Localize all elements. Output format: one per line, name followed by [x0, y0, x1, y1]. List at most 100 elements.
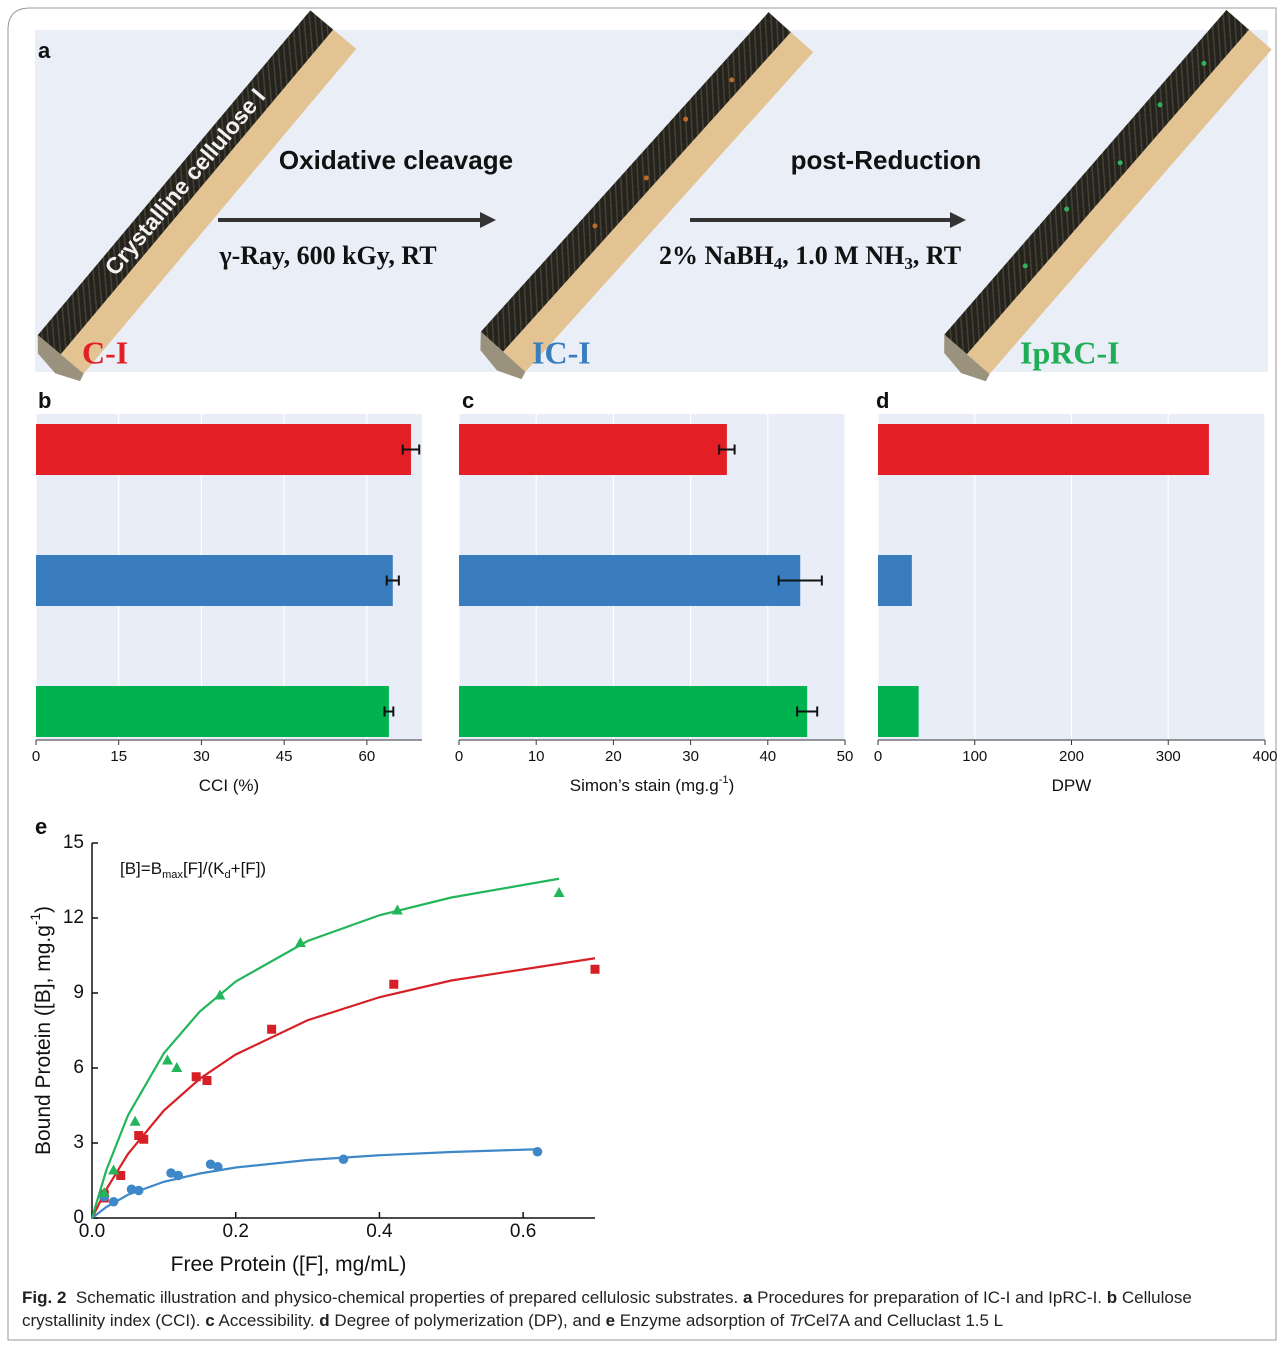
x-tick-label: 60 [359, 748, 376, 765]
bar [459, 424, 727, 475]
x-tick-label: 30 [193, 748, 210, 765]
text-part: ) [729, 776, 735, 795]
bar [459, 686, 807, 737]
panel-label: b [38, 388, 51, 413]
axis-label: CCI (%) [199, 776, 259, 795]
step-condition: 2% NaBH4, 1.0 M NH3, RT [659, 241, 961, 273]
text-part: ) [32, 906, 55, 913]
marker [192, 1072, 201, 1081]
x-tick-label: 400 [1252, 748, 1277, 765]
x-tick-label: 30 [682, 748, 699, 765]
y-tick-label: 6 [73, 1057, 84, 1078]
text-part: Free Protein ([F], mg/mL) [171, 1253, 407, 1276]
bar [459, 555, 800, 606]
text-part: 2% NaBH [659, 241, 774, 270]
caption-text: Cel7A and Celluclast 1.5 L [804, 1311, 1003, 1330]
panel-label: a [38, 38, 51, 63]
marker [139, 1135, 148, 1144]
bar [878, 555, 912, 606]
text-part: CCI (%) [199, 776, 259, 795]
x-tick-label: 20 [605, 748, 622, 765]
caption-text: Procedures for preparation of IC-I and I… [752, 1288, 1106, 1307]
y-tick-label: 9 [73, 982, 84, 1003]
product-label: C-I [82, 334, 128, 370]
marker [134, 1186, 144, 1196]
text-part: DPW [1052, 776, 1092, 795]
y-tick-label: 15 [63, 832, 84, 853]
caption-letter: d [319, 1311, 329, 1330]
marker [213, 1162, 223, 1172]
caption-text: Accessibility. [215, 1311, 320, 1330]
x-tick-label: 300 [1156, 748, 1181, 765]
y-tick-label: 0 [73, 1207, 84, 1228]
y-tick-label: 12 [63, 907, 84, 928]
caption: Fig. 2 Schematic illustration and physic… [22, 1286, 1262, 1332]
x-tick-label: 10 [528, 748, 545, 765]
panel-label: c [462, 388, 474, 413]
product-label: IpRC-I [1020, 334, 1120, 370]
caption-letter: a [743, 1288, 752, 1307]
x-tick-label: 0 [32, 748, 40, 765]
marker [389, 980, 398, 989]
axis-label: DPW [1052, 776, 1092, 795]
marker [267, 1025, 276, 1034]
marker [202, 1076, 211, 1085]
x-tick-label: 200 [1059, 748, 1084, 765]
bar [36, 555, 393, 606]
caption-letter: c [205, 1311, 214, 1330]
x-tick-label: 0 [874, 748, 882, 765]
x-tick-label: 0 [455, 748, 463, 765]
bar [878, 686, 919, 737]
bar [36, 424, 411, 475]
text-part: [F]/(K [183, 859, 225, 878]
marker [591, 965, 600, 974]
x-tick-label: 45 [276, 748, 293, 765]
caption-label: Fig. 2 [22, 1288, 66, 1307]
x-tick-label: 0.4 [366, 1221, 393, 1242]
marker [162, 1055, 173, 1065]
script-part: -1 [719, 774, 729, 786]
page: a Crystalline cellulose I Oxidative clea… [0, 0, 1284, 1347]
fit-curve [92, 958, 595, 1218]
caption-text: Degree of polymerization (DP), and [330, 1311, 606, 1330]
text-part: Simon’s stain (mg.g [570, 776, 719, 795]
fit-curve [92, 879, 559, 1218]
step-condition: γ-Ray, 600 kGy, RT [218, 241, 436, 270]
product-label: IC-I [532, 334, 591, 370]
x-tick-label: 40 [759, 748, 776, 765]
marker [173, 1171, 183, 1181]
marker [533, 1147, 543, 1157]
text-part: [B]=B [120, 859, 162, 878]
subscript: 3 [904, 254, 913, 273]
script-part: -1 [28, 913, 43, 925]
marker [130, 1116, 141, 1126]
step-title: post-Reduction [791, 145, 982, 175]
axis-label: Bound Protein ([B], mg.g-1) [28, 906, 55, 1155]
marker [109, 1197, 119, 1207]
marker [171, 1062, 182, 1072]
panel-label: e [35, 814, 47, 839]
panel-label: d [876, 388, 889, 413]
bar [36, 686, 389, 737]
script-part: max [162, 869, 183, 881]
text-part: , 1.0 M NH [782, 241, 904, 270]
caption-italic: Tr [789, 1311, 804, 1330]
x-tick-label: 0.6 [510, 1221, 536, 1242]
caption-letter: b [1107, 1288, 1117, 1307]
caption-text: Enzyme adsorption of [615, 1311, 789, 1330]
text-part: +[F]) [231, 859, 266, 878]
marker [339, 1154, 349, 1164]
fit-curve [92, 1149, 538, 1218]
axis-label: [B]=Bmax[F]/(Kd+[F]) [120, 859, 266, 880]
x-tick-label: 15 [110, 748, 127, 765]
figure: a Crystalline cellulose I Oxidative clea… [0, 0, 1284, 1347]
caption-text: Schematic illustration and physico-chemi… [76, 1288, 743, 1307]
text-part: Bound Protein ([B], mg.g [32, 925, 55, 1155]
axis-label: Simon’s stain (mg.g-1) [570, 774, 734, 796]
caption-letter: e [606, 1311, 615, 1330]
x-tick-label: 0.2 [223, 1221, 249, 1242]
text-part: , RT [913, 241, 961, 270]
x-tick-label: 50 [837, 748, 854, 765]
axis-label: Free Protein ([F], mg/mL) [171, 1253, 407, 1276]
marker [554, 887, 565, 897]
